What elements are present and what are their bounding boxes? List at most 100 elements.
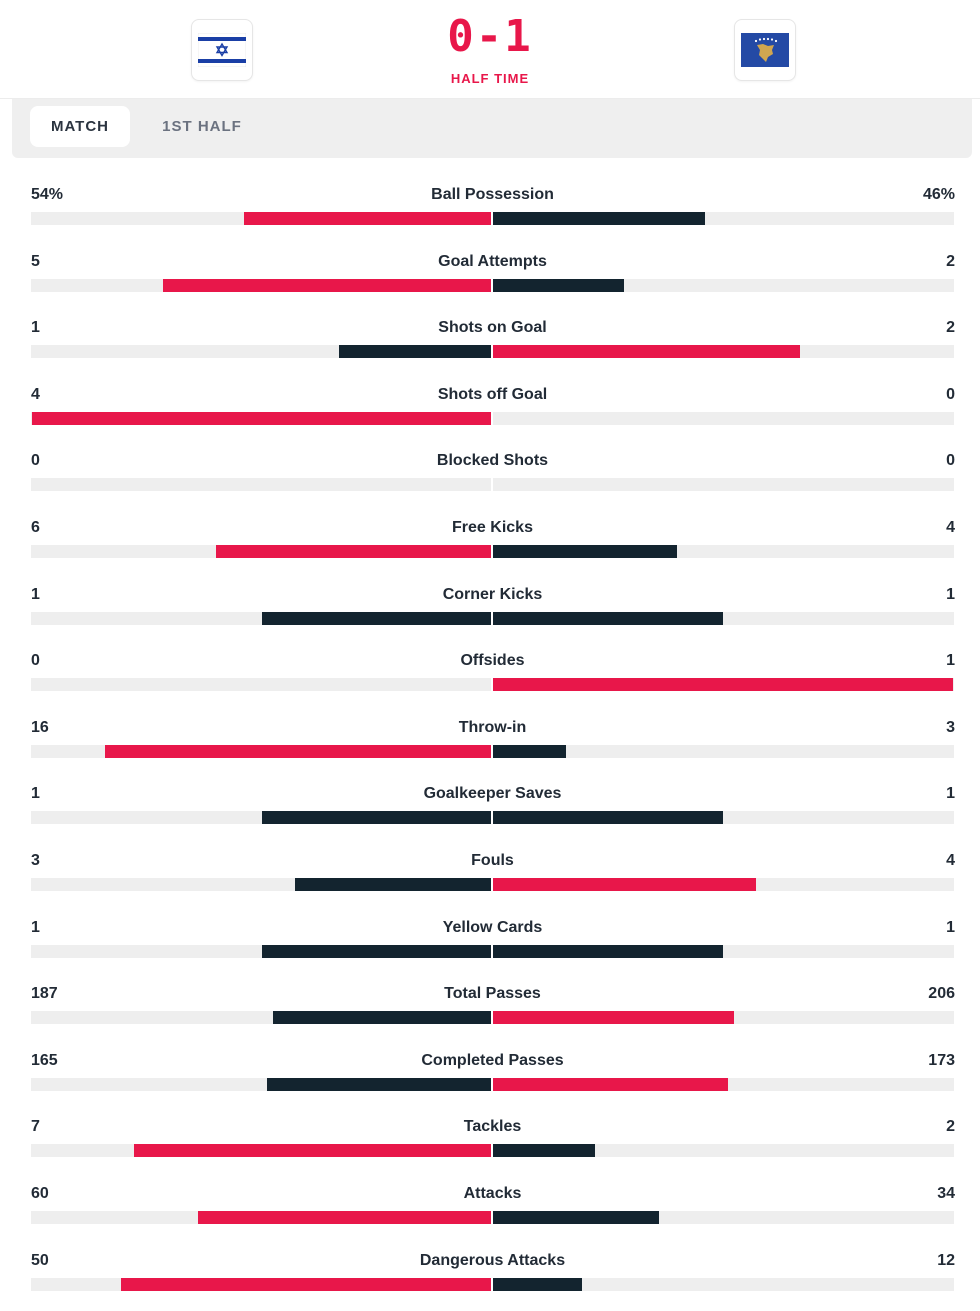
stat-label: Dangerous Attacks: [419, 1251, 566, 1269]
stat-label: Shots on Goal: [438, 319, 547, 337]
stat-away-value: 12: [937, 1251, 955, 1269]
stat-bar-divider: [491, 545, 493, 558]
stat-away-value: 2: [946, 252, 955, 270]
stat-away-value: 206: [928, 985, 955, 1003]
stat-home-value: 165: [31, 1051, 58, 1069]
stat-bar-away: [493, 545, 677, 558]
stat-bar-divider: [491, 811, 493, 825]
stat-bar-home: [273, 1011, 492, 1025]
stat-away-value: 2: [946, 319, 955, 337]
stat-bar-away: [493, 944, 723, 958]
stat-away-value: 34: [937, 1185, 955, 1202]
stat-home-value: 4: [31, 385, 40, 403]
stat-away-value: 1: [946, 652, 955, 670]
stat-bar-track: [31, 478, 954, 492]
stat-home-value: 0: [31, 452, 40, 470]
stat-home-value: 187: [31, 985, 58, 1003]
stat-row: 1 Goalkeeper Saves 1: [0, 759, 980, 825]
stat-away-value: 1: [946, 585, 955, 603]
tab-match[interactable]: MATCH: [30, 106, 130, 147]
stat-bar-away: [493, 1077, 729, 1091]
stat-row: 6 Free Kicks 4: [0, 493, 980, 559]
stat-label: Shots off Goal: [437, 385, 548, 403]
stat-row: 16 Throw-in 3: [0, 693, 980, 759]
match-header: 0-1 HALF TIME: [0, 0, 980, 99]
stat-row: 1 Shots on Goal 2: [0, 293, 980, 359]
stat-label: Attacks: [463, 1185, 522, 1202]
stat-away-value: 46%: [922, 186, 955, 203]
tab-1st-half[interactable]: 1ST HALF: [162, 118, 242, 135]
stat-home-value: 16: [31, 718, 49, 736]
stat-away-value: 4: [946, 519, 955, 536]
stat-label: Tackles: [463, 1118, 522, 1136]
stat-row: 4 Shots off Goal 0: [0, 360, 980, 426]
stat-bar-home: [198, 1211, 492, 1224]
match-score: 0-1: [447, 11, 533, 62]
stat-row: 187 Total Passes 206: [0, 959, 980, 1025]
stat-label: Ball Possession: [431, 186, 554, 203]
stat-label: Offsides: [460, 652, 525, 670]
stat-bar-track: [31, 345, 954, 359]
stat-bar-away: [493, 212, 705, 225]
stat-home-value: 6: [31, 519, 40, 536]
stat-bar-divider: [491, 944, 493, 958]
stat-bar-away: [493, 611, 723, 625]
stat-bar-divider: [491, 478, 493, 492]
israel-flag-icon: [198, 33, 246, 67]
stat-bar-track: [31, 1211, 954, 1224]
stat-bar-track: [31, 1277, 954, 1291]
stat-bar-track: [31, 944, 954, 958]
stat-bar-track: [31, 411, 954, 425]
stat-bar-away: [493, 744, 566, 758]
stat-bar-away: [493, 345, 800, 359]
stat-bar-home: [216, 545, 492, 558]
stat-bar-divider: [491, 1144, 493, 1158]
stat-away-value: 4: [946, 852, 955, 869]
stat-label: Total Passes: [444, 985, 541, 1003]
stat-home-value: 50: [31, 1251, 49, 1269]
stat-label: Completed Passes: [421, 1051, 564, 1069]
stat-bar-home: [262, 611, 492, 625]
stat-home-value: 7: [31, 1118, 40, 1136]
stat-bar-home: [243, 212, 492, 225]
stat-label: Goalkeeper Saves: [423, 785, 562, 803]
stat-bar-away: [493, 1211, 660, 1224]
stat-bar-home: [262, 811, 492, 825]
stat-bar-away: [493, 1277, 583, 1291]
stat-bar-away: [493, 878, 756, 891]
stat-bar-home: [134, 1144, 492, 1158]
period-tabs: MATCH 1ST HALF: [12, 99, 972, 158]
stat-bar-track: [31, 611, 954, 625]
stat-bar-track: [31, 878, 954, 891]
stat-home-value: 0: [31, 652, 40, 670]
stat-label: Yellow Cards: [442, 918, 543, 936]
stat-bar-track: [31, 811, 954, 825]
stat-row: 54% Ball Possession 46%: [0, 160, 980, 226]
stat-row: 50 Dangerous Attacks 12: [0, 1226, 980, 1292]
stat-away-value: 1: [946, 785, 955, 803]
stat-bar-divider: [491, 278, 493, 292]
away-team-flag[interactable]: [734, 19, 796, 81]
stat-bar-track: [31, 678, 954, 692]
stat-bar-divider: [491, 1077, 493, 1091]
stat-home-value: 60: [31, 1185, 49, 1202]
stat-row: 3 Fouls 4: [0, 826, 980, 892]
stat-bar-track: [31, 1144, 954, 1158]
stat-home-value: 3: [31, 852, 40, 869]
stat-label: Fouls: [471, 852, 514, 869]
stat-label: Throw-in: [458, 718, 527, 736]
stat-home-value: 1: [31, 918, 40, 936]
stat-home-value: 1: [31, 319, 40, 337]
home-team-flag[interactable]: [191, 19, 253, 81]
stat-row: 7 Tackles 2: [0, 1092, 980, 1158]
stat-label: Corner Kicks: [442, 585, 543, 603]
stat-bar-divider: [491, 1011, 493, 1025]
stat-bar-divider: [491, 678, 493, 692]
stat-row: 0 Blocked Shots 0: [0, 426, 980, 492]
stat-bar-away: [493, 678, 953, 692]
stat-label: Goal Attempts: [438, 252, 547, 270]
stat-bar-track: [31, 744, 954, 758]
stat-bar-divider: [491, 212, 493, 225]
stat-bar-away: [493, 811, 723, 825]
stat-bar-away: [493, 1144, 596, 1158]
